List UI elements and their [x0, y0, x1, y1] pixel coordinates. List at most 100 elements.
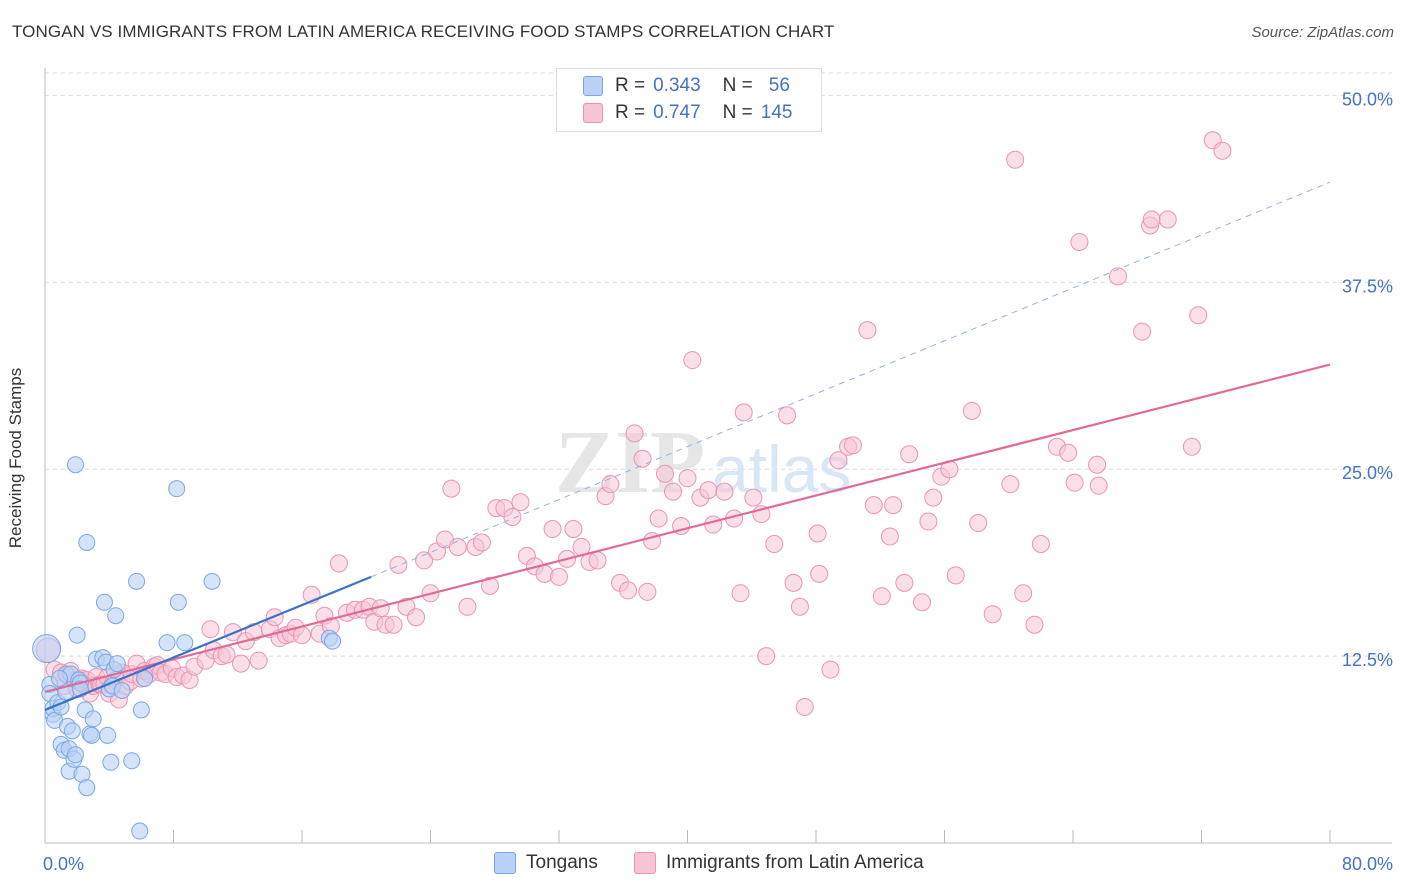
point-latin-america [503, 508, 522, 527]
point-latin-america [795, 697, 814, 716]
point-tongan [67, 456, 85, 474]
legend-row-latin-america: R = 0.747 N = 145 [583, 100, 792, 126]
legend-n-value: 56 [768, 75, 790, 96]
legend-item-tongans: Tongans [494, 852, 598, 874]
point-latin-america [969, 514, 988, 533]
point-latin-america [734, 403, 753, 422]
point-latin-america [744, 488, 763, 507]
point-latin-america [442, 479, 461, 498]
point-tongan [136, 670, 154, 688]
legend-row-tongans: R = 0.343 N = 56 [583, 73, 790, 99]
point-tongan [107, 607, 125, 625]
point-latin-america [683, 351, 702, 370]
point-latin-america [790, 597, 809, 616]
trend-lines [44, 181, 1331, 711]
legend-r-value: 0.343 [653, 75, 701, 96]
point-tongan [68, 626, 86, 644]
point-latin-america [880, 527, 899, 546]
point-tongan [176, 634, 194, 652]
point-latin-america [1108, 267, 1127, 286]
point-latin-america [1158, 210, 1177, 229]
point-tongan [203, 572, 221, 590]
point-latin-america [656, 464, 675, 483]
series-latin-america [35, 131, 1232, 716]
point-latin-america [895, 573, 914, 592]
trend-tongans [44, 575, 372, 711]
point-tongan [108, 655, 126, 673]
legend-swatch-pink [583, 103, 603, 123]
point-tongan [123, 752, 141, 770]
point-latin-america [1142, 210, 1161, 229]
point-latin-america [293, 626, 311, 645]
point-tongan [83, 726, 101, 744]
point-latin-america [900, 445, 919, 464]
point-latin-america [249, 651, 268, 670]
point-tongan [99, 726, 117, 744]
point-latin-america [458, 597, 477, 616]
point-latin-america [1133, 322, 1152, 341]
point-latin-america [1088, 455, 1107, 474]
point-latin-america [619, 581, 638, 600]
point-latin-america [384, 615, 403, 634]
point-latin-america [1014, 584, 1033, 603]
legend-swatch-blue [494, 852, 516, 874]
point-latin-america [962, 401, 981, 420]
point-latin-america [1213, 141, 1232, 160]
point-latin-america [778, 406, 797, 425]
stats-legend: R = 0.343 N = 56 R = 0.747 N = 145 [556, 68, 822, 132]
point-latin-america [638, 582, 657, 601]
legend-label-tongans: Tongans [526, 852, 598, 873]
point-latin-america [1182, 437, 1201, 456]
point-latin-america [829, 451, 848, 470]
point-latin-america [1001, 475, 1020, 494]
trend-latin-america [44, 363, 1331, 694]
legend-n-value: 145 [760, 102, 793, 123]
point-tongan [128, 572, 146, 590]
point-latin-america [808, 524, 827, 543]
point-latin-america [1025, 615, 1044, 634]
point-latin-america [983, 605, 1002, 624]
chart-title: TONGAN VS IMMIGRANTS FROM LATIN AMERICA … [12, 22, 835, 41]
point-latin-america [864, 496, 883, 515]
point-latin-america [1006, 150, 1025, 169]
y-tick-label: 25.0% [1342, 463, 1393, 483]
point-tongan [95, 593, 113, 611]
point-latin-america [564, 520, 583, 539]
point-latin-america [625, 424, 644, 443]
point-tongan [131, 822, 149, 840]
point-tongan [113, 681, 131, 699]
watermark-atlas: atlas [712, 432, 851, 506]
point-latin-america [731, 584, 750, 603]
point-latin-america [472, 533, 491, 552]
point-latin-america [913, 593, 932, 612]
legend-label-latin-america: Immigrants from Latin America [666, 852, 924, 873]
point-latin-america [884, 496, 903, 515]
point-latin-america [217, 645, 236, 664]
point-latin-america [231, 654, 250, 673]
series-tongans [32, 456, 342, 840]
point-latin-america [415, 551, 434, 570]
point-latin-america [872, 587, 891, 606]
point-tongan [32, 634, 62, 664]
point-latin-america [784, 573, 803, 592]
point-latin-america [919, 512, 938, 531]
point-latin-america [633, 449, 652, 468]
legend-n-label: N = [722, 75, 753, 96]
point-tongan [50, 670, 68, 688]
point-tongan [63, 722, 81, 740]
legend-item-latin-america: Immigrants from Latin America [634, 852, 924, 874]
point-latin-america [550, 567, 568, 586]
point-tongan [84, 710, 102, 728]
point-latin-america [715, 482, 734, 501]
point-latin-america [1189, 306, 1208, 325]
legend-swatch-blue [583, 76, 603, 96]
point-latin-america [946, 566, 965, 585]
legend-r-value: 0.747 [653, 102, 701, 123]
point-latin-america [649, 509, 668, 528]
series-legend: Tongans Immigrants from Latin America [0, 852, 1406, 878]
point-latin-america [407, 608, 426, 627]
point-latin-america [699, 481, 718, 500]
point-tongan [78, 779, 96, 797]
point-latin-america [664, 482, 683, 501]
point-tongan [158, 634, 176, 652]
